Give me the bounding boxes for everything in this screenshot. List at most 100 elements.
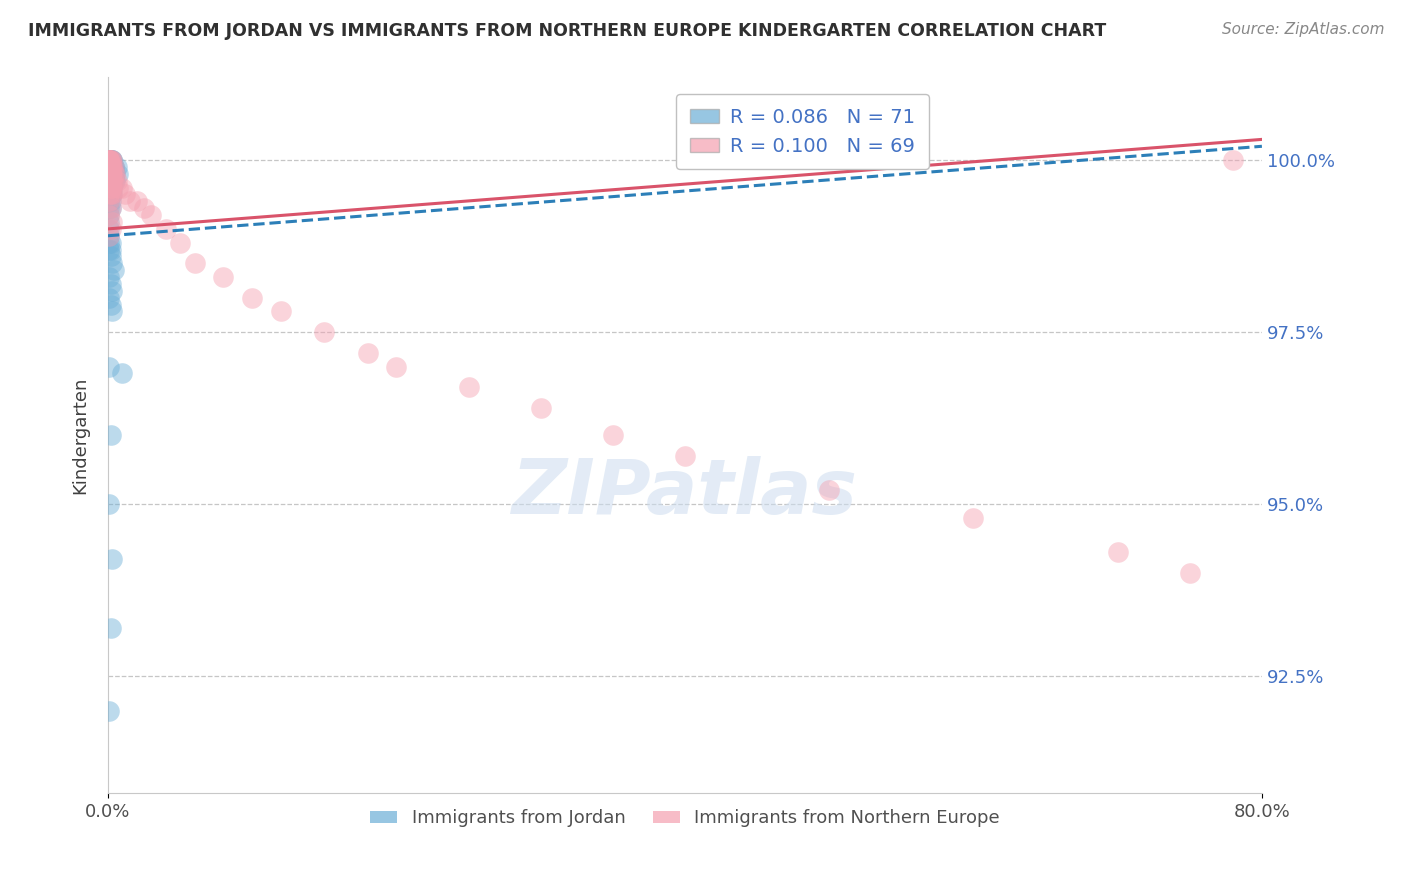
Point	[98, 243, 121, 257]
Point	[132, 201, 155, 215]
Point	[100, 167, 122, 181]
Point	[103, 167, 125, 181]
Point	[111, 180, 134, 194]
Point	[100, 428, 122, 442]
Point	[98, 160, 121, 174]
Point	[101, 174, 124, 188]
Point	[100, 167, 122, 181]
Point	[270, 304, 292, 318]
Point	[98, 153, 121, 167]
Point	[100, 201, 122, 215]
Point	[1222, 153, 1244, 167]
Point	[155, 222, 177, 236]
Point	[101, 304, 124, 318]
Point	[673, 449, 696, 463]
Point	[101, 256, 124, 270]
Point	[356, 346, 378, 360]
Point	[114, 187, 136, 202]
Point	[101, 284, 124, 298]
Point	[98, 228, 121, 243]
Point	[98, 153, 121, 167]
Point	[101, 153, 124, 167]
Point	[100, 297, 122, 311]
Point	[314, 325, 336, 339]
Point	[100, 235, 122, 250]
Point	[100, 222, 122, 236]
Point	[100, 160, 122, 174]
Point	[101, 174, 124, 188]
Point	[98, 153, 121, 167]
Point	[101, 167, 124, 181]
Point	[100, 160, 122, 174]
Point	[141, 208, 163, 222]
Point	[100, 153, 122, 167]
Point	[101, 552, 124, 566]
Point	[98, 228, 121, 243]
Point	[98, 153, 121, 167]
Point	[100, 174, 122, 188]
Point	[100, 167, 122, 181]
Point	[101, 167, 124, 181]
Point	[101, 174, 124, 188]
Point	[100, 201, 122, 215]
Text: IMMIGRANTS FROM JORDAN VS IMMIGRANTS FROM NORTHERN EUROPE KINDERGARTEN CORRELATI: IMMIGRANTS FROM JORDAN VS IMMIGRANTS FRO…	[28, 22, 1107, 40]
Point	[240, 291, 263, 305]
Point	[100, 167, 122, 181]
Point	[100, 160, 122, 174]
Point	[962, 511, 984, 525]
Point	[104, 167, 127, 181]
Point	[101, 174, 124, 188]
Point	[100, 160, 122, 174]
Point	[101, 215, 124, 229]
Point	[125, 194, 148, 209]
Point	[101, 167, 124, 181]
Point	[98, 167, 121, 181]
Point	[101, 187, 124, 202]
Point	[98, 704, 121, 718]
Point	[100, 621, 122, 635]
Y-axis label: Kindergarten: Kindergarten	[72, 376, 89, 494]
Point	[100, 180, 122, 194]
Point	[100, 153, 122, 167]
Point	[98, 160, 121, 174]
Point	[100, 243, 122, 257]
Point	[212, 270, 235, 285]
Point	[107, 167, 129, 181]
Point	[1178, 566, 1201, 580]
Point	[98, 160, 121, 174]
Point	[100, 180, 122, 194]
Point	[98, 291, 121, 305]
Point	[98, 160, 121, 174]
Point	[98, 160, 121, 174]
Point	[103, 160, 125, 174]
Point	[101, 153, 124, 167]
Point	[98, 235, 121, 250]
Point	[100, 167, 122, 181]
Point	[98, 208, 121, 222]
Point	[100, 187, 122, 202]
Point	[101, 160, 124, 174]
Point	[530, 401, 553, 415]
Point	[100, 153, 122, 167]
Point	[105, 160, 128, 174]
Point	[105, 174, 128, 188]
Point	[98, 167, 121, 181]
Point	[111, 367, 134, 381]
Point	[98, 153, 121, 167]
Point	[100, 167, 122, 181]
Point	[98, 174, 121, 188]
Point	[100, 194, 122, 209]
Point	[98, 153, 121, 167]
Point	[100, 160, 122, 174]
Text: ZIPatlas: ZIPatlas	[512, 456, 858, 530]
Point	[98, 174, 121, 188]
Text: Source: ZipAtlas.com: Source: ZipAtlas.com	[1222, 22, 1385, 37]
Legend: Immigrants from Jordan, Immigrants from Northern Europe: Immigrants from Jordan, Immigrants from …	[363, 802, 1007, 834]
Point	[104, 174, 127, 188]
Point	[101, 180, 124, 194]
Point	[98, 194, 121, 209]
Point	[101, 153, 124, 167]
Point	[98, 160, 121, 174]
Point	[98, 160, 121, 174]
Point	[98, 359, 121, 374]
